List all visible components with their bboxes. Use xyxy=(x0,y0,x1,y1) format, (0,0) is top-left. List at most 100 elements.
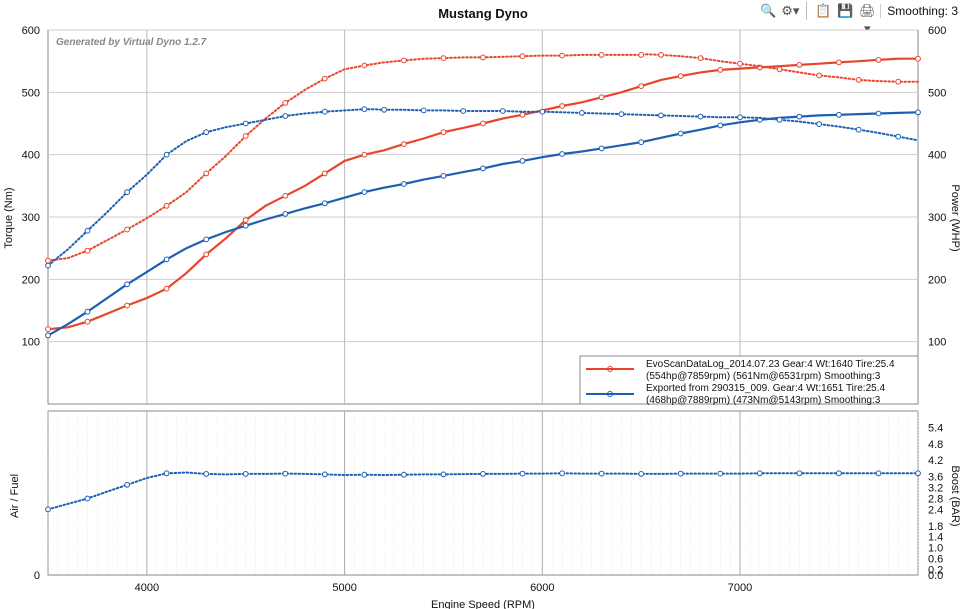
data-point xyxy=(361,471,368,478)
bottom-y-tick-right: 2.8 xyxy=(928,493,943,505)
bottom-y-axis-title-left: Air / Fuel xyxy=(9,474,21,518)
data-point xyxy=(697,113,704,120)
bottom-y-tick-right: 2.4 xyxy=(928,504,943,516)
data-point xyxy=(638,52,645,58)
data-point xyxy=(84,495,91,502)
data-point xyxy=(124,302,130,309)
data-point xyxy=(539,108,546,115)
bottom-y-tick-right: 3.2 xyxy=(928,483,943,495)
series-line-3 xyxy=(47,108,919,267)
data-point xyxy=(242,217,249,224)
data-point xyxy=(282,470,289,477)
data-point xyxy=(361,106,368,113)
data-point xyxy=(519,111,526,118)
series-line-1 xyxy=(47,53,919,262)
data-point xyxy=(875,470,882,477)
data-point xyxy=(836,111,842,118)
x-axis-title: Engine Speed (RPM) xyxy=(431,599,535,609)
bottom-y-tick-right: 4.8 xyxy=(928,439,943,451)
zoom-icon[interactable]: 🔍 xyxy=(760,3,777,18)
data-point xyxy=(855,126,862,133)
bottom-y-tick-right: 1.8 xyxy=(928,521,943,533)
top-ticks: 100 100 200 200 300 300 400 400 500 500 600 600 xyxy=(22,25,947,349)
data-point xyxy=(677,73,684,79)
bottom-y-tick-right: 5.4 xyxy=(928,422,943,434)
data-point xyxy=(796,62,803,68)
data-point xyxy=(559,151,565,157)
data-point xyxy=(875,57,882,63)
bottom-y-tick-right: 1.0 xyxy=(928,543,943,555)
bottom-y-axis-title-right: Boost (BAR) xyxy=(949,465,960,526)
data-point xyxy=(895,133,902,140)
data-point xyxy=(242,120,249,127)
data-point xyxy=(519,158,526,164)
x-tick: 7000 xyxy=(728,582,752,594)
data-point xyxy=(84,227,91,234)
data-point xyxy=(915,55,921,62)
data-point xyxy=(440,471,447,478)
data-point xyxy=(321,471,328,478)
data-point xyxy=(480,120,486,127)
data-point xyxy=(816,72,822,79)
data-point xyxy=(321,108,328,115)
data-point xyxy=(381,106,388,113)
data-point xyxy=(163,285,170,292)
copy-icon[interactable]: 📋 xyxy=(815,3,832,18)
top-panel: Generated by Virtual Dyno 1.2.7 100 100 20… xyxy=(3,25,960,405)
data-point xyxy=(737,60,743,67)
y-tick-right: 100 xyxy=(928,337,946,349)
data-point xyxy=(776,66,783,73)
data-point xyxy=(638,139,645,146)
save-icon[interactable]: 💾 xyxy=(837,3,854,18)
data-point xyxy=(420,107,427,114)
data-point xyxy=(45,506,51,513)
data-point xyxy=(598,52,605,58)
legend-marker-blue xyxy=(607,391,613,397)
y-tick-left: 200 xyxy=(22,274,40,286)
data-point xyxy=(45,332,51,339)
data-point xyxy=(875,110,882,117)
bottom-y-tick-right: 1.4 xyxy=(928,532,943,544)
print-icon[interactable]: 🖨▾ xyxy=(859,3,876,36)
data-point xyxy=(519,470,526,477)
data-point xyxy=(598,145,605,152)
legend-entry-red-line1: EvoScanDataLog_2014.07.23 Gear:4 Wt:1640… xyxy=(646,359,895,370)
bottom-series xyxy=(45,470,921,513)
data-point xyxy=(203,251,210,258)
data-point xyxy=(45,262,51,269)
data-point xyxy=(321,75,328,82)
x-tick: 5000 xyxy=(332,582,356,594)
data-point xyxy=(203,471,210,477)
data-point xyxy=(579,110,585,116)
data-point xyxy=(519,53,526,60)
data-point xyxy=(321,200,328,207)
data-point xyxy=(618,111,625,117)
data-point xyxy=(401,471,407,478)
data-point xyxy=(598,470,605,477)
bottom-grid xyxy=(47,411,919,575)
y-tick-right: 200 xyxy=(928,274,946,286)
data-point xyxy=(499,108,506,114)
y-tick-left: 100 xyxy=(22,337,40,349)
data-point xyxy=(45,257,51,264)
smoothing-label[interactable]: Smoothing: 3 xyxy=(880,4,958,18)
y-tick-right: 500 xyxy=(928,87,946,99)
data-point xyxy=(460,108,467,114)
y-tick-right: 400 xyxy=(928,150,946,162)
data-point xyxy=(84,318,91,325)
data-point xyxy=(717,470,724,477)
y-tick-right: 600 xyxy=(928,25,946,37)
legend-box xyxy=(579,355,919,405)
data-point xyxy=(124,481,130,488)
data-point xyxy=(163,470,170,477)
settings-icon[interactable]: ⚙▾ xyxy=(781,3,800,18)
data-point xyxy=(282,113,289,119)
y-tick-left: 400 xyxy=(22,150,40,162)
data-point xyxy=(776,116,783,123)
data-point xyxy=(697,55,704,61)
x-tick: 4000 xyxy=(135,582,159,594)
data-point xyxy=(737,114,743,121)
data-point xyxy=(282,192,289,199)
data-point xyxy=(480,165,486,172)
data-point xyxy=(45,326,51,333)
